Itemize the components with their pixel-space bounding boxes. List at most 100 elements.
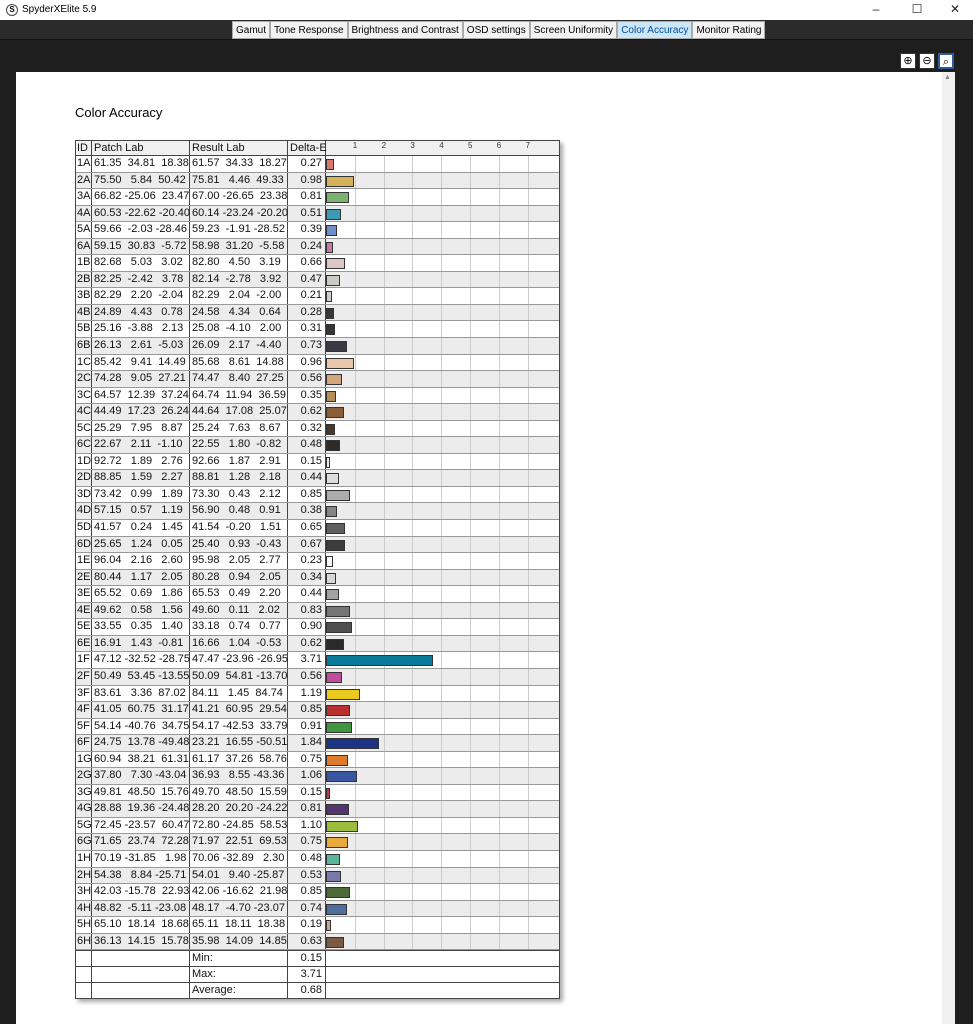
gridline [354, 255, 356, 271]
gridline [412, 486, 414, 503]
gridline [354, 569, 356, 586]
delta-e: 0.90 [288, 619, 326, 635]
result-lab: 72.80 -24.85 58.53 [190, 817, 288, 834]
delta-e: 1.06 [288, 768, 326, 784]
tab-monitor-rating[interactable]: Monitor Rating [692, 21, 766, 39]
gridline [383, 189, 385, 205]
bar-cell [326, 917, 560, 933]
patch-id: 4D [76, 503, 92, 520]
zoom-out-icon[interactable]: ⊖ [919, 53, 935, 69]
gridline [412, 222, 414, 238]
patch-lab: 54.14 -40.76 34.75 [92, 718, 190, 735]
gridline [498, 602, 500, 619]
gridline [412, 255, 414, 271]
gridline [354, 470, 356, 486]
result-lab: 49.70 48.50 15.59 [190, 784, 288, 801]
result-lab: 61.17 37.26 58.76 [190, 751, 288, 768]
gridline [354, 668, 356, 685]
gridline [354, 172, 356, 189]
delta-e: 1.84 [288, 735, 326, 751]
gridline [470, 156, 471, 172]
zoom-fit-icon[interactable]: ⌕ [938, 53, 954, 69]
table-row: 6G 71.65 23.74 72.28 71.97 22.51 69.53 0.75 [76, 834, 559, 851]
maximize-button[interactable]: ☐ [911, 2, 923, 16]
patch-lab: 64.57 12.39 37.24 [92, 387, 190, 404]
delta-e-bar [326, 225, 338, 237]
gridline [383, 569, 385, 586]
gridline [527, 569, 529, 586]
gridline [527, 222, 529, 238]
gridline [383, 156, 385, 172]
patch-lab: 82.29 2.20 -2.04 [92, 288, 190, 304]
delta-e: 0.44 [288, 586, 326, 602]
minimize-button[interactable]: – [872, 2, 880, 16]
result-lab: 71.97 22.51 69.53 [190, 834, 288, 850]
patch-lab: 24.89 4.43 0.78 [92, 304, 190, 321]
bar-cell [326, 338, 560, 354]
gridline [441, 189, 443, 205]
gridline [527, 156, 529, 172]
empty-cell [92, 951, 190, 967]
table-row: 3G 49.81 48.50 15.76 49.70 48.50 15.59 0.15 [76, 784, 559, 802]
tab-color-accuracy[interactable]: Color Accuracy [617, 21, 693, 39]
gridline [470, 685, 471, 702]
tab-gamut[interactable]: Gamut [232, 21, 271, 39]
patch-id: 5B [76, 321, 92, 338]
delta-e: 0.85 [288, 486, 326, 503]
patch-id: 1A [76, 156, 92, 172]
patch-lab: 26.13 2.61 -5.03 [92, 338, 190, 354]
gridline [527, 387, 529, 404]
report-page: Color Accuracy ID Patch Lab Result Lab D… [16, 72, 942, 1024]
patch-id: 1D [76, 453, 92, 470]
gridline [527, 718, 529, 735]
tab-brightness-and-contrast[interactable]: Brightness and Contrast [347, 21, 463, 39]
result-lab: 82.80 4.50 3.19 [190, 255, 288, 271]
gridline [441, 685, 443, 702]
tab-osd-settings[interactable]: OSD settings [462, 21, 530, 39]
gridline [527, 619, 529, 635]
table-row: 5E 33.55 0.35 1.40 33.18 0.74 0.77 0.90 [76, 619, 559, 636]
bar-cell [326, 321, 560, 338]
close-button[interactable]: ✕ [949, 2, 961, 16]
empty-cell [76, 951, 92, 967]
delta-e: 0.66 [288, 255, 326, 271]
gridline [441, 784, 443, 801]
delta-e-bar [326, 853, 340, 865]
gridline [441, 933, 443, 950]
table-row: 3E 65.52 0.69 1.86 65.53 0.49 2.20 0.44 [76, 586, 559, 603]
bar-cell [326, 933, 560, 950]
scroll-up-icon[interactable]: ▲ [944, 74, 951, 81]
patch-id: 3H [76, 884, 92, 900]
tab-screen-uniformity[interactable]: Screen Uniformity [529, 21, 618, 39]
gridline [441, 702, 443, 718]
delta-e-bar [326, 605, 350, 617]
result-lab: 70.06 -32.89 2.30 [190, 850, 288, 867]
patch-id: 5E [76, 619, 92, 635]
patch-id: 6E [76, 635, 92, 652]
gridline [354, 486, 356, 503]
gridline [412, 801, 414, 817]
gridline [383, 784, 385, 801]
gridline [527, 205, 529, 222]
vertical-scrollbar[interactable]: ▲ [942, 72, 955, 1024]
axis-tick: 1 [352, 141, 358, 150]
empty-cell [76, 983, 92, 999]
zoom-in-icon[interactable]: ⊕ [900, 53, 916, 69]
gridline [412, 917, 414, 933]
result-lab: 24.58 4.34 0.64 [190, 304, 288, 321]
patch-lab: 61.35 34.81 18.38 [92, 156, 190, 172]
patch-id: 2G [76, 768, 92, 784]
gridline [498, 850, 500, 867]
gridline [470, 602, 471, 619]
tab-tone-response[interactable]: Tone Response [270, 21, 348, 39]
delta-e-bar [326, 357, 354, 369]
gridline [441, 850, 443, 867]
gridline [498, 668, 500, 685]
gridline [383, 255, 385, 271]
gridline [470, 619, 471, 635]
patch-id: 3F [76, 685, 92, 702]
gridline [527, 867, 529, 884]
gridline [412, 304, 414, 321]
gridline [383, 553, 385, 569]
result-lab: 42.06 -16.62 21.98 [190, 884, 288, 900]
